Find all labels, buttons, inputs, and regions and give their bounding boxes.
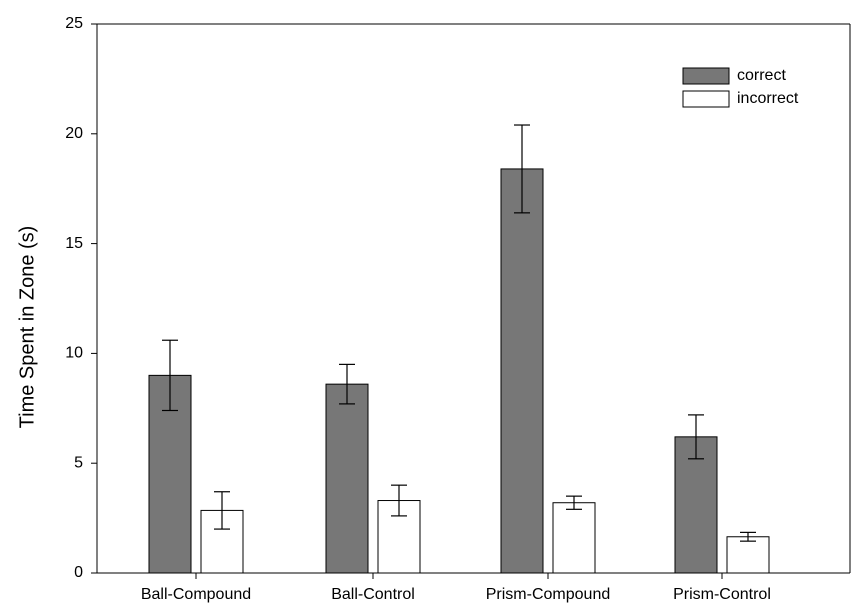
- y-tick-label: 10: [65, 345, 83, 362]
- x-tick-label: Ball-Control: [331, 586, 415, 603]
- x-tick-label: Prism-Control: [673, 586, 771, 603]
- bar-incorrect: [726, 536, 770, 574]
- y-tick-label: 0: [74, 564, 83, 581]
- y-axis-ticks: 0 5 10 15 20 25: [65, 15, 97, 581]
- bar-correct: [674, 436, 718, 574]
- legend-swatch-correct: [682, 67, 730, 85]
- bar-incorrect: [200, 509, 244, 574]
- y-tick-label: 25: [65, 15, 83, 32]
- legend-label-incorrect: incorrect: [737, 90, 799, 107]
- legend: correct incorrect: [682, 67, 799, 108]
- x-tick-label: Ball-Compound: [141, 586, 251, 603]
- legend-label-correct: correct: [737, 67, 786, 84]
- x-tick-label: Prism-Compound: [486, 586, 610, 603]
- y-tick-label: 15: [65, 235, 83, 252]
- bars: [148, 124, 770, 574]
- legend-swatch-incorrect: [682, 90, 730, 108]
- bar-incorrect: [552, 502, 596, 574]
- bar-correct: [500, 168, 544, 574]
- y-tick-label: 5: [74, 454, 83, 471]
- y-tick-label: 20: [65, 125, 83, 142]
- bar-correct: [325, 383, 369, 574]
- x-axis-ticks: Ball-Compound Ball-Control Prism-Compound P…: [141, 573, 771, 603]
- y-axis-title: Time Spent in Zone (s): [16, 226, 38, 429]
